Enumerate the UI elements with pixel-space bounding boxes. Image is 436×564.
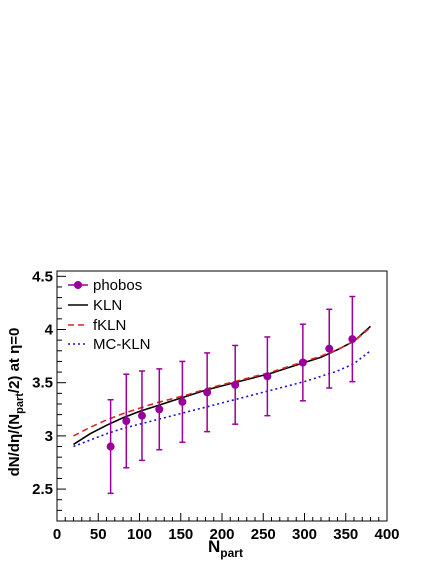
- x-tick-label: 350: [333, 526, 358, 543]
- x-tick-label: 150: [168, 526, 193, 543]
- phobos-point: [178, 397, 187, 406]
- y-tick-label: 4: [45, 322, 54, 339]
- phobos-point: [106, 442, 115, 451]
- legend-marker-phobos: [74, 281, 82, 289]
- curve-kln: [73, 325, 372, 446]
- y-axis-label: dN/dη/(Npart/2) at η=0: [6, 328, 26, 477]
- phobos-points: [106, 295, 357, 495]
- y-axis-ticks: 2.5 3 3.5 4 4.5: [32, 268, 66, 511]
- y-tick-label: 3: [45, 428, 53, 445]
- y-tick-label: 3.5: [32, 375, 53, 392]
- x-tick-label: 100: [127, 526, 152, 543]
- phobos-point: [122, 417, 131, 425]
- curve-mc-kln: [73, 350, 371, 448]
- phobos-point: [298, 358, 307, 367]
- x-axis-ticks: 0 50 100 150 200 250 300 350 400: [53, 513, 400, 543]
- phobos-point: [155, 405, 164, 414]
- legend-item-phobos: phobos: [68, 277, 142, 294]
- x-axis-label: Npart: [208, 537, 243, 560]
- x-tick-label: 200: [209, 526, 234, 543]
- phobos-point: [203, 388, 212, 397]
- legend-label-kln: KLN: [93, 297, 122, 314]
- x-tick-label: 250: [251, 526, 276, 543]
- phobos-point: [348, 335, 357, 344]
- y-tick-label: 2.5: [32, 481, 53, 498]
- legend-label-phobos: phobos: [93, 277, 142, 294]
- legend: phobos KLN fKLN MC-KLN: [68, 277, 151, 353]
- x-tick-label: 0: [53, 526, 61, 543]
- x-tick-label: 400: [374, 526, 399, 543]
- curve-fkln: [73, 326, 372, 437]
- phobos-point: [263, 372, 272, 381]
- legend-item-kln: KLN: [68, 297, 122, 314]
- x-tick-label: 300: [292, 526, 317, 543]
- x-tick-label: 50: [90, 526, 107, 543]
- legend-label-fkln: fKLN: [93, 317, 126, 334]
- phobos-point: [137, 411, 146, 420]
- legend-label-mc-kln: MC-KLN: [93, 336, 151, 353]
- legend-item-fkln: fKLN: [68, 317, 126, 334]
- model-curves: [73, 325, 372, 448]
- y-tick-label: 4.5: [32, 268, 53, 285]
- phobos-point: [231, 380, 240, 389]
- phobos-point: [325, 344, 334, 353]
- legend-item-mc-kln: MC-KLN: [68, 336, 151, 353]
